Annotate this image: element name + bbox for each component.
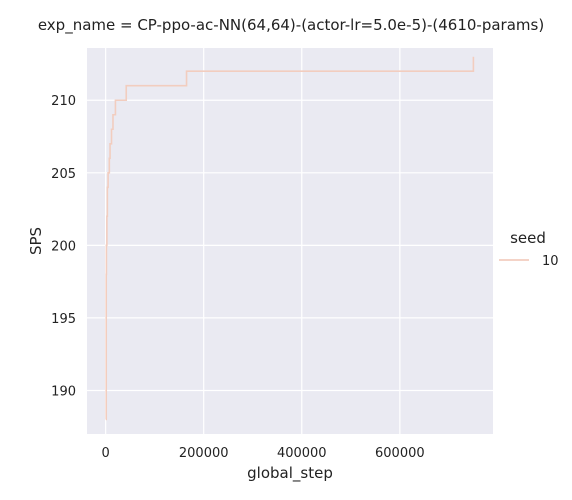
grid [87, 48, 493, 434]
y-tick-label: 205 [51, 167, 76, 182]
y-axis-label: SPS [27, 227, 45, 255]
legend: seed 10 [499, 229, 559, 269]
y-tick-label: 200 [51, 239, 76, 254]
y-tick-labels: 190 195 200 205 210 [51, 94, 76, 399]
x-tick-labels: 0 200000 400000 600000 [101, 446, 424, 461]
y-tick-label: 190 [51, 384, 76, 399]
x-tick-label: 0 [101, 446, 109, 461]
plot-area [87, 48, 493, 434]
x-tick-label: 200000 [179, 446, 229, 461]
x-tick-label: 600000 [375, 446, 425, 461]
x-axis-label: global_step [247, 464, 333, 483]
legend-entry-label: 10 [542, 254, 559, 269]
chart-title: exp_name = CP-ppo-ac-NN(64,64)-(actor-lr… [38, 16, 544, 35]
series-line-seed-10 [105, 56, 475, 421]
y-tick-label: 210 [51, 94, 76, 109]
series-group [105, 56, 475, 421]
legend-title: seed [510, 229, 546, 247]
y-tick-label: 195 [51, 312, 76, 327]
x-tick-label: 400000 [277, 446, 327, 461]
